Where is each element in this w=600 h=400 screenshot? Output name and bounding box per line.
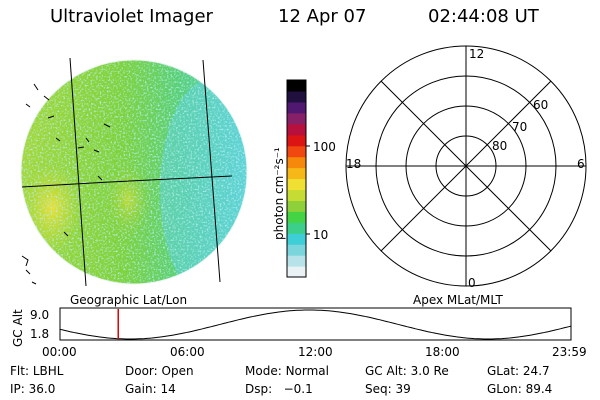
colorbar-swatch (287, 255, 306, 267)
colorbar-swatch (287, 200, 306, 212)
colorbar-tick-100: 100 (313, 140, 336, 154)
colorbar-swatch (287, 233, 306, 245)
polar-mlt-0: 0 (468, 276, 476, 290)
image-date: 12 Apr 07 (278, 6, 367, 27)
colorbar-swatch (287, 211, 306, 223)
timeline-xtick-3: 18:00 (425, 345, 460, 359)
colorbar-swatch (287, 145, 306, 158)
info-gcalt: GC Alt: 3.0 Re (365, 364, 449, 378)
colorbar-swatch (287, 178, 306, 191)
info-glat: GLat: 24.7 (487, 364, 550, 378)
info-ip: IP: 36.0 (10, 382, 56, 396)
colorbar-swatch (287, 156, 306, 169)
colorbar-swatch (287, 222, 306, 234)
colorbar-swatch (287, 167, 306, 180)
colorbar-swatch (287, 123, 306, 136)
info-mode: Mode: Normal (245, 364, 329, 378)
colorbar-swatch (287, 134, 306, 147)
timeline-xtick-0: 00:00 (42, 345, 77, 359)
timeline-xtick-4: 23:59 (552, 345, 587, 359)
timeline-ytick-max: 9.0 (30, 308, 50, 322)
polar-mlt-18: 18 (346, 157, 362, 171)
info-glon: GLon: 89.4 (487, 382, 553, 396)
timeline-ylabel: GC Alt (11, 309, 25, 347)
colorbar-tick-10: 10 (313, 228, 329, 242)
colorbar-swatch (287, 266, 306, 278)
apex-label: Apex MLat/MLT (413, 293, 503, 307)
colorbar-swatch (287, 80, 306, 92)
geographic-label: Geographic Lat/Lon (70, 293, 188, 307)
colorbar-swatch (287, 101, 306, 114)
colorbar-swatch (287, 189, 306, 201)
timeline-xtick-1: 06:00 (170, 345, 205, 359)
colorbar-swatch (287, 112, 306, 125)
colorbar-swatch (287, 90, 306, 103)
colorbar-swatch (287, 244, 306, 256)
info-seq: Seq: 39 (365, 382, 411, 396)
image-time: 02:44:08 UT (428, 6, 539, 27)
polar-mlt-12: 12 (469, 47, 485, 61)
info-filter: Flt: LBHL (10, 364, 64, 378)
info-door: Door: Open (125, 364, 194, 378)
polar-mlt-6: 6 (577, 157, 585, 171)
timeline-ytick-min: 1.8 (30, 327, 50, 341)
polar-lat-70: 70 (512, 120, 528, 134)
polar-lat-60: 60 (533, 98, 549, 112)
instrument-title: Ultraviolet Imager (50, 6, 213, 27)
polar-lat-80: 80 (492, 139, 508, 153)
timeline-xtick-2: 12:00 (298, 345, 333, 359)
info-dsp: Dsp: −0.1 (245, 382, 313, 396)
info-gain: Gain: 14 (125, 382, 176, 396)
